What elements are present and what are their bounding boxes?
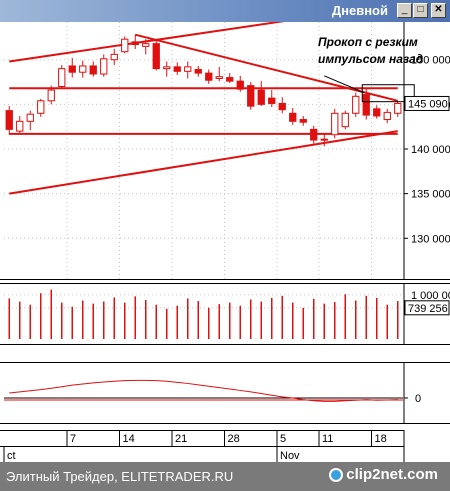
candle-up bbox=[142, 43, 150, 47]
candle-down bbox=[268, 97, 276, 104]
time-day-label: 7 bbox=[70, 433, 76, 445]
candle-up bbox=[341, 112, 349, 128]
candle-down bbox=[173, 66, 181, 72]
maximize-button[interactable]: □ bbox=[413, 3, 428, 18]
window-title: Дневной bbox=[331, 3, 388, 18]
last-price-label: 145 090 bbox=[408, 98, 448, 110]
candle-up bbox=[184, 66, 192, 72]
annotation-box bbox=[361, 84, 415, 103]
trendline bbox=[9, 130, 398, 195]
candle-down bbox=[278, 102, 286, 111]
candle-down bbox=[205, 72, 213, 81]
candle-up bbox=[320, 138, 328, 141]
footer-source-text: Элитный Трейдер, ELITETRADER.RU bbox=[6, 469, 234, 484]
candle-down bbox=[257, 89, 265, 105]
candle-up bbox=[100, 58, 108, 75]
volume-value-box bbox=[404, 300, 450, 316]
candle-down bbox=[373, 108, 381, 117]
price-tick-label: 150 000 bbox=[411, 55, 450, 67]
candle-up bbox=[215, 76, 223, 79]
oscillator-pane-background bbox=[0, 362, 450, 424]
candle-down bbox=[236, 80, 244, 90]
footer-bar: Элитный Трейдер, ELITETRADER.RU clip2net… bbox=[0, 462, 450, 491]
candle-up bbox=[394, 102, 402, 114]
candle-down bbox=[247, 85, 255, 107]
oscillator-pane[interactable]: 0 bbox=[0, 362, 450, 424]
trendline bbox=[135, 33, 398, 102]
candle-down bbox=[68, 65, 76, 73]
candle-up bbox=[163, 66, 171, 70]
annotation-text-line1: Прокоп с резким bbox=[318, 35, 418, 49]
clip2net-logo: clip2net.com bbox=[329, 466, 438, 483]
price-tick-label: 135 000 bbox=[411, 189, 450, 201]
candle-up bbox=[47, 89, 55, 102]
candle-up bbox=[37, 100, 45, 114]
candle-down bbox=[289, 112, 297, 122]
candle-down bbox=[152, 43, 160, 70]
time-month-label: ct bbox=[7, 450, 16, 462]
clip2net-icon bbox=[329, 468, 344, 483]
candle-down bbox=[89, 65, 97, 75]
candle-up bbox=[383, 111, 391, 121]
price-tick-label: 140 000 bbox=[411, 144, 450, 156]
trendline bbox=[9, 22, 285, 63]
last-price-box bbox=[404, 95, 450, 111]
clip2net-brand-text: clip2net.com bbox=[346, 466, 438, 483]
volume-tick-label: 1 000 00 bbox=[411, 290, 450, 302]
candle-up bbox=[26, 113, 34, 122]
time-day-label: 28 bbox=[228, 433, 240, 445]
oscillator-tick-label: 0 bbox=[415, 393, 421, 405]
time-day-label: 21 bbox=[175, 433, 187, 445]
time-month-label: Nov bbox=[280, 450, 300, 462]
annotation-text-line2: импульсом назад bbox=[318, 52, 423, 66]
candle-down bbox=[131, 41, 139, 46]
time-day-label: 18 bbox=[375, 433, 387, 445]
candle-down bbox=[299, 119, 307, 123]
annotation-arrow bbox=[324, 75, 365, 94]
candle-up bbox=[16, 120, 24, 132]
candle-up bbox=[331, 112, 339, 136]
candle-up bbox=[58, 68, 66, 87]
candle-down bbox=[362, 94, 370, 116]
candle-up bbox=[79, 65, 87, 73]
volume-value-label: 739 256 bbox=[408, 303, 448, 315]
time-day-label: 5 bbox=[280, 433, 286, 445]
candle-up bbox=[352, 95, 360, 114]
candle-down bbox=[5, 110, 13, 130]
candle-down bbox=[226, 77, 234, 82]
candle-down bbox=[310, 128, 318, 141]
minimize-button[interactable]: _ bbox=[397, 3, 412, 18]
price-tick-label: 130 000 bbox=[411, 233, 450, 245]
candle-up bbox=[121, 38, 129, 53]
oscillator-line bbox=[9, 379, 398, 402]
volume-pane-background bbox=[0, 283, 450, 345]
close-button[interactable]: ✕ bbox=[431, 3, 446, 18]
time-day-label: 14 bbox=[123, 433, 135, 445]
time-axis: 7 14 21 28 5 11 Nov 18 ct bbox=[0, 430, 450, 462]
time-day-label: 11 bbox=[322, 433, 333, 445]
candle-down bbox=[194, 69, 202, 74]
title-bar[interactable]: Дневной _ □ ✕ bbox=[0, 0, 450, 22]
candle-up bbox=[110, 53, 118, 61]
